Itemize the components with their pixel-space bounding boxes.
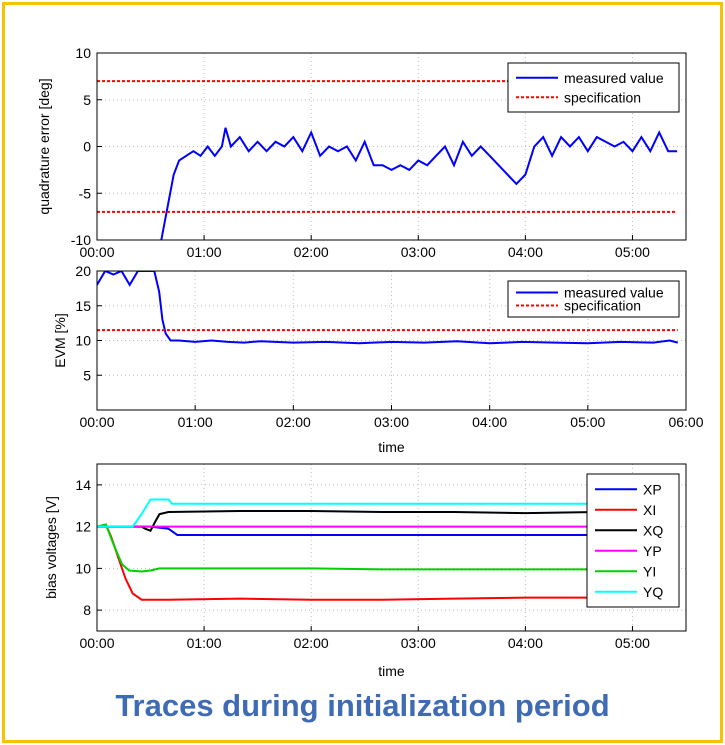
series-line-measured-value (160, 127, 678, 240)
x-axis-label: time (378, 663, 405, 679)
x-tick-label: 03:00 (401, 635, 436, 651)
y-tick-label: 14 (75, 477, 91, 493)
x-tick-label: 02:00 (276, 414, 311, 430)
x-tick-label: 05:00 (615, 635, 650, 651)
series-line-measured-value (97, 271, 679, 345)
legend-label: specification (564, 89, 641, 105)
series-line-YQ (97, 498, 669, 528)
legend-box (507, 62, 680, 113)
y-tick-label: 10 (75, 560, 91, 576)
y-tick-label: -5 (79, 185, 92, 201)
chart-2: 00:00 01:00 02:00 03:00 04:00 05:00 06:00 5 10 15… (52, 263, 704, 455)
y-tick-label: 5 (83, 92, 91, 108)
x-tick-label: 02:00 (294, 244, 329, 260)
x-tick-label: 00:00 (79, 244, 114, 260)
y-axis-label: EVM [%] (52, 313, 68, 367)
legend-label: XP (643, 481, 662, 497)
legend-label: measured value (564, 285, 664, 301)
y-axis-label: quadrature error [deg] (36, 78, 52, 214)
y-tick-label: 10 (75, 45, 91, 61)
series-line-XQ (97, 510, 669, 533)
y-tick-label: -10 (71, 232, 91, 248)
x-tick-label: 03:00 (401, 244, 436, 260)
legend-label: XI (643, 502, 656, 518)
axes-box (96, 463, 687, 632)
x-tick-label: 04:00 (508, 635, 543, 651)
y-tick-label: 5 (83, 367, 91, 383)
x-tick-label: 01:00 (187, 635, 222, 651)
x-tick-label: 00:00 (79, 635, 114, 651)
axes-box (96, 270, 687, 411)
legend-label: YI (643, 563, 656, 579)
y-axis-label: bias voltages [V] (43, 496, 59, 599)
x-tick-label: 02:00 (294, 635, 329, 651)
x-tick-label: 03:00 (374, 414, 409, 430)
x-tick-label: 01:00 (187, 244, 222, 260)
y-tick-label: 10 (75, 333, 91, 349)
figure-caption: Traces during initialization period (115, 688, 610, 723)
legend-label: XQ (643, 522, 663, 538)
y-tick-label: 20 (75, 263, 91, 279)
chart-1: 00:00 01:00 02:00 03:00 04:00 05:00 -10 -5 0 5 10 q… (36, 45, 687, 260)
x-tick-label: 06:00 (668, 414, 703, 430)
x-tick-label: 00:00 (79, 414, 114, 430)
x-tick-label: 04:00 (472, 414, 507, 430)
legend-box (586, 473, 680, 608)
y-tick-label: 12 (75, 519, 91, 535)
x-axis-label: time (378, 439, 405, 455)
legend-label: YQ (643, 584, 663, 600)
x-tick-label: 04:00 (508, 244, 543, 260)
legend-box (507, 280, 680, 318)
axes-box (96, 52, 687, 241)
chart-3: 00:00 01:00 02:00 03:00 04:00 05:00 8 10 12 14 bia… (43, 463, 687, 679)
x-tick-label: 05:00 (615, 244, 650, 260)
x-tick-label: 01:00 (178, 414, 213, 430)
legend-label: measured value (564, 70, 664, 86)
y-tick-label: 0 (83, 139, 91, 155)
y-tick-label: 15 (75, 298, 91, 314)
legend-label: YP (643, 543, 662, 559)
x-tick-label: 05:00 (570, 414, 605, 430)
y-tick-label: 8 (83, 602, 91, 618)
legend-label: specification (564, 298, 641, 314)
series-line-YI (97, 523, 669, 573)
